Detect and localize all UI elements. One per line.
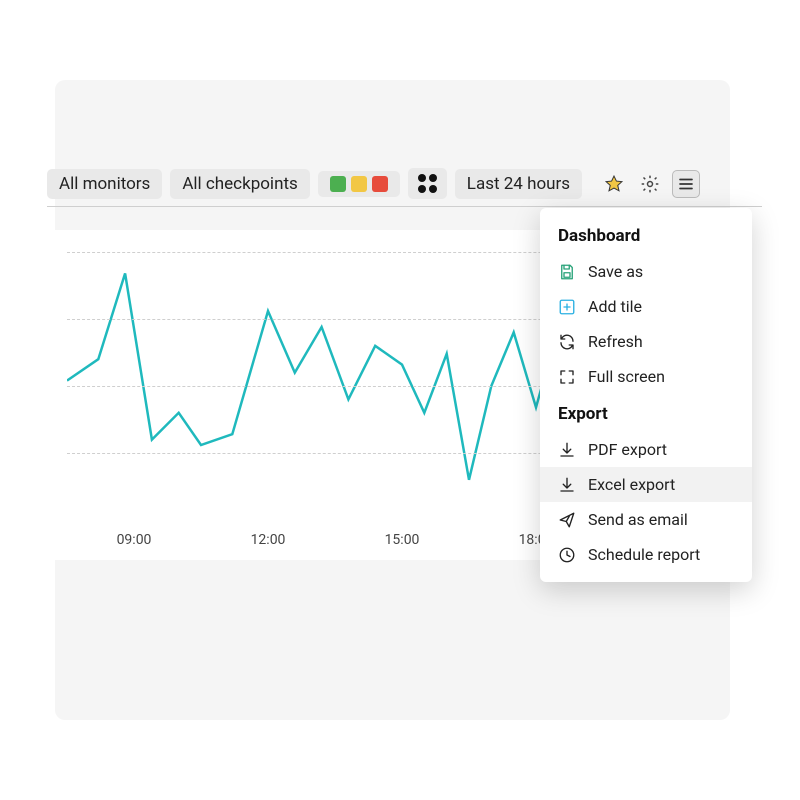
menu-item-label: Add tile	[588, 297, 642, 316]
menu-item-add-tile[interactable]: Add tile	[540, 289, 752, 324]
status-warn-swatch	[351, 176, 367, 192]
pdf-export-icon	[558, 441, 576, 459]
checkpoints-filter[interactable]: All checkpoints	[170, 169, 309, 199]
send-email-icon	[558, 511, 576, 529]
hamburger-menu-button[interactable]	[672, 170, 700, 198]
menu-item-save-as[interactable]: Save as	[540, 254, 752, 289]
status-ok-swatch	[330, 176, 346, 192]
menu-item-label: Excel export	[588, 475, 675, 494]
grid-icon	[418, 174, 437, 193]
menu-item-label: Schedule report	[588, 545, 700, 564]
favorite-button[interactable]	[600, 170, 628, 198]
timerange-label: Last 24 hours	[467, 174, 570, 194]
monitors-filter[interactable]: All monitors	[47, 169, 162, 199]
menu-heading-dashboard: Dashboard	[540, 222, 752, 254]
status-filter[interactable]	[318, 171, 400, 197]
menu-heading-export: Export	[540, 400, 752, 432]
menu-item-label: Save as	[588, 262, 643, 281]
menu-item-full-screen[interactable]: Full screen	[540, 359, 752, 394]
hamburger-dropdown-menu: Dashboard Save as Add tile Refresh Full scr…	[540, 208, 752, 582]
status-color-swatches	[330, 176, 388, 192]
monitors-filter-label: All monitors	[59, 174, 150, 194]
menu-item-label: Full screen	[588, 367, 665, 386]
menu-item-excel-export[interactable]: Excel export	[540, 467, 752, 502]
timerange-filter[interactable]: Last 24 hours	[455, 169, 582, 199]
hamburger-icon	[677, 175, 695, 193]
layout-grid-button[interactable]	[408, 168, 447, 199]
x-axis-label: 09:00	[117, 532, 152, 548]
menu-item-schedule-report[interactable]: Schedule report	[540, 537, 752, 572]
add-tile-icon	[558, 298, 576, 316]
checkpoints-filter-label: All checkpoints	[182, 174, 297, 194]
save-as-icon	[558, 263, 576, 281]
toolbar: All monitors All checkpoints Last 24 hou…	[47, 168, 762, 199]
excel-export-icon	[558, 476, 576, 494]
menu-item-send-email[interactable]: Send as email	[540, 502, 752, 537]
menu-item-pdf-export[interactable]: PDF export	[540, 432, 752, 467]
toolbar-divider	[47, 206, 762, 207]
settings-button[interactable]	[636, 170, 664, 198]
x-axis-label: 12:00	[251, 532, 286, 548]
gear-icon	[640, 174, 660, 194]
menu-item-label: Send as email	[588, 510, 688, 529]
refresh-icon	[558, 333, 576, 351]
menu-item-label: Refresh	[588, 332, 643, 351]
x-axis-label: 15:00	[385, 532, 420, 548]
star-icon	[604, 174, 624, 194]
full-screen-icon	[558, 368, 576, 386]
menu-item-label: PDF export	[588, 440, 667, 459]
status-err-swatch	[372, 176, 388, 192]
menu-item-refresh[interactable]: Refresh	[540, 324, 752, 359]
schedule-report-icon	[558, 546, 576, 564]
